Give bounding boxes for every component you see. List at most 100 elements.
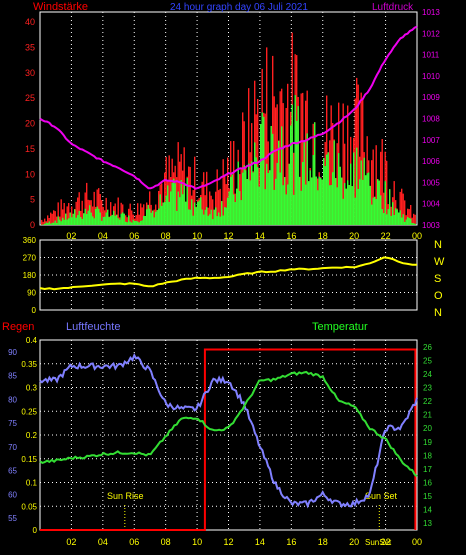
wind-bar (276, 162, 278, 225)
wind-bar (240, 200, 242, 225)
wind-bar (254, 142, 256, 225)
dir-y-tick-180: 180 (23, 271, 37, 280)
wind-bar (119, 219, 121, 225)
wind-bar (45, 222, 47, 225)
gust-bar (411, 217, 413, 225)
wind-bar (164, 202, 166, 225)
wind-bar (284, 177, 286, 225)
dir-y-tick-90: 90 (27, 289, 36, 298)
dir-y-tick-270: 270 (23, 254, 37, 263)
dir-y-tick-0: 0 (32, 306, 37, 315)
wind-y-tick-0: 0 (30, 220, 35, 230)
wind-y-tick-15: 15 (25, 144, 35, 154)
wind-bar (311, 177, 313, 225)
wind-x-tick-12: 12 (223, 231, 233, 241)
rain-label: Regen (2, 321, 34, 333)
gust-bar (125, 215, 127, 225)
gust-bar (140, 203, 142, 225)
wind-bar (329, 185, 331, 225)
gust-bar (414, 214, 416, 225)
wind-bar (237, 161, 239, 225)
wind-bar (371, 204, 373, 225)
wind-bar (390, 215, 392, 225)
gust-bar (399, 191, 401, 225)
pressure-y-tick-1006: 1006 (422, 157, 440, 166)
wind-bar (387, 209, 389, 225)
gust-bar (293, 152, 295, 225)
wind-bar (330, 185, 332, 225)
wind-bar (83, 213, 85, 225)
wind-bar (386, 214, 388, 225)
wind-bar (282, 185, 284, 225)
wind-bar (324, 166, 326, 225)
wind-bar (275, 178, 277, 225)
gust-bar (126, 217, 128, 225)
compass-labels: N W S O N (434, 239, 445, 319)
wind-bar (53, 222, 55, 225)
wind-bar (171, 182, 173, 225)
gust-bar (110, 202, 112, 225)
humidity-y-tick-60: 60 (8, 490, 17, 499)
wind-x-tick-04: 04 (98, 231, 108, 241)
wind-bar (51, 222, 53, 225)
wind-title: Windstärke (33, 1, 88, 13)
gust-bar (354, 98, 356, 225)
gust-bar (371, 160, 373, 225)
gust-bar (131, 210, 133, 225)
gust-bar (101, 200, 103, 225)
wind-bar (179, 197, 181, 225)
wind-bar (197, 201, 199, 225)
wind-bar (305, 184, 307, 225)
wind-bar (66, 219, 68, 225)
wind-bar (110, 216, 112, 225)
wind-bar (122, 212, 124, 225)
gust-bar (57, 202, 59, 225)
wind-bar (138, 222, 140, 225)
wind-bar (185, 201, 187, 225)
wind-bar (359, 179, 361, 225)
pressure-title: Luftdruck (372, 2, 414, 13)
wind-bar (356, 147, 358, 225)
wind-bar (104, 216, 106, 225)
wind-bar (132, 219, 134, 225)
wind-bar (341, 177, 343, 225)
temp-y-tick-24: 24 (423, 370, 432, 379)
gust-bar (282, 103, 284, 225)
wind-bar (414, 223, 416, 225)
wind-bar (381, 209, 383, 225)
wind-bar (219, 216, 221, 225)
wind-y-tick-20: 20 (25, 119, 35, 129)
wind-bar (93, 218, 95, 225)
gust-bar (219, 188, 221, 225)
wind-bar (378, 180, 380, 225)
wind-bar (177, 191, 179, 225)
rain-y-tick-0.15: 0.15 (21, 455, 37, 464)
gust-bar (336, 143, 338, 225)
wind-bar (129, 221, 131, 225)
pressure-y-tick-1003: 1003 (422, 221, 440, 230)
climate-x-tick-20: 20 (349, 537, 359, 547)
gust-bar (158, 191, 160, 225)
wind-bar (236, 188, 238, 225)
gust-bar (227, 157, 229, 225)
wind-bar (213, 209, 215, 225)
wind-bar (363, 157, 365, 225)
wind-bar (77, 215, 79, 225)
wind-bar (69, 212, 71, 225)
wind-bar (402, 214, 404, 225)
wind-bar (143, 215, 145, 225)
gust-bar (285, 108, 287, 225)
wind-bar (246, 179, 248, 225)
wind-bar (156, 210, 158, 225)
gust-bar (279, 91, 281, 225)
wind-bar (140, 221, 142, 225)
gust-bar (201, 181, 203, 225)
gust-bar (302, 92, 304, 226)
gust-bar (92, 206, 94, 225)
gust-bar (381, 139, 383, 225)
gust-bar (194, 156, 196, 225)
gust-bar (98, 188, 100, 225)
wind-bar (273, 189, 275, 225)
pressure-y-tick-1008: 1008 (422, 115, 440, 124)
temp-y-tick-13: 13 (423, 519, 432, 528)
